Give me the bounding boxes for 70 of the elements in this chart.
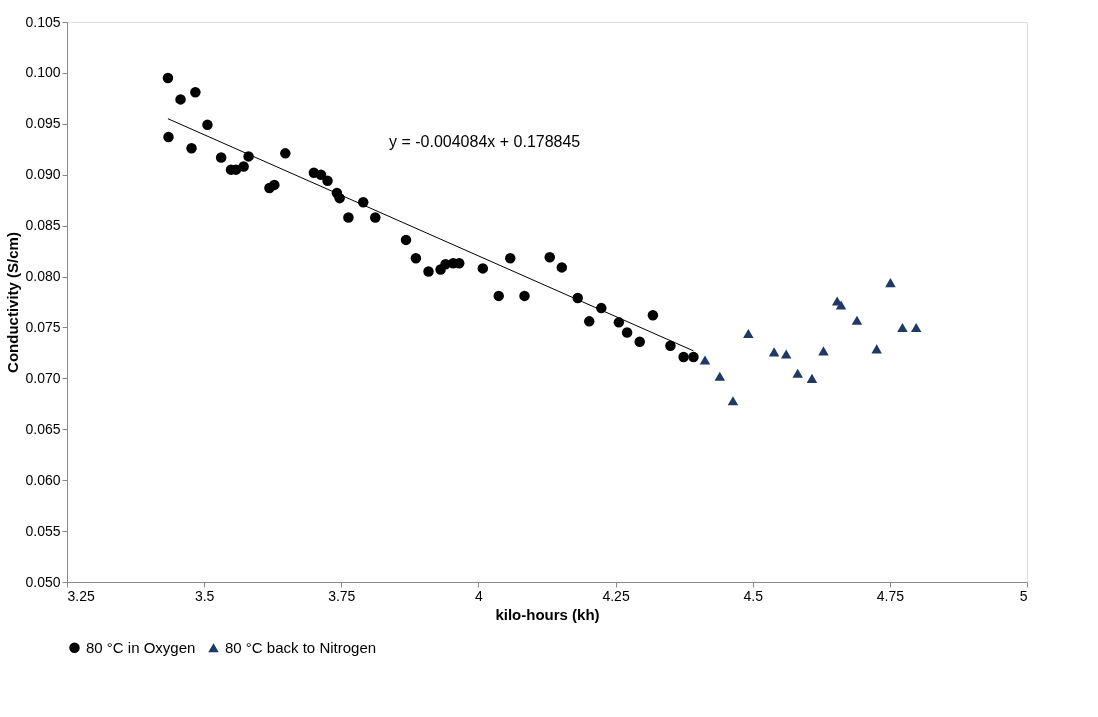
point [910,322,922,332]
point [897,322,908,332]
point [584,316,595,327]
point [647,310,659,321]
point [780,349,792,359]
point [410,252,422,264]
y-tick-label: 0.100 [25,64,61,81]
point [768,347,780,357]
legend-label: 80 °C in Oxygen [86,638,196,656]
point [792,368,803,378]
point [477,263,489,274]
point [806,373,818,383]
point [714,371,726,381]
point [835,300,847,310]
x-axis-title: kilo-hours (kh) [495,605,600,623]
point [743,329,754,339]
y-tick-label: 0.105 [25,13,61,30]
point [215,152,227,163]
x-tick-label: 4 [475,587,484,604]
point [202,119,213,131]
point [699,355,711,365]
point [175,94,186,105]
y-tick-label: 0.090 [25,166,61,183]
point [678,351,689,363]
point [634,336,645,347]
point [343,212,354,223]
point [423,266,434,277]
y-tick-label: 0.085 [25,217,61,234]
x-tick-label: 4.5 [743,587,764,604]
point [186,143,197,154]
y-tick-label: 0.070 [25,369,61,386]
y-tick-label: 0.055 [25,522,61,539]
point [493,290,504,302]
y-tick-label: 0.080 [25,268,61,285]
annotation: y = -0.004084x + 0.178845 [389,133,581,150]
y-tick-label: 0.065 [25,420,61,437]
y-tick-label: 0.050 [25,573,61,590]
x-tick-label: 3.25 [67,587,95,604]
point [519,290,530,302]
point [163,131,174,143]
x-tick-label: 4.25 [602,587,630,604]
point [505,252,516,264]
x-tick-label: 5 [1019,587,1028,604]
point [315,169,327,180]
point [871,344,882,354]
legend-label: 80 °C back to Nitrogen [225,638,377,656]
point [162,72,174,84]
point [885,278,896,288]
point [238,161,249,172]
point [544,251,555,263]
point [269,179,280,191]
point [400,234,412,246]
point [280,148,291,159]
point [818,346,829,356]
y-tick-label: 0.060 [25,471,61,488]
point [621,327,633,338]
point [727,396,739,406]
y-tick-label: 0.095 [25,115,61,132]
x-tick-label: 3.5 [194,587,215,604]
point [665,340,676,352]
point [190,87,201,98]
x-tick-label: 3.75 [328,587,356,604]
point [556,262,568,273]
point [370,212,381,223]
x-tick-label: 4.75 [876,587,905,604]
point [688,351,699,363]
point [322,175,333,187]
y-axis-title: Conductivity (S/cm) [4,232,22,373]
point [851,315,863,325]
y-tick-label: 0.075 [25,318,61,335]
